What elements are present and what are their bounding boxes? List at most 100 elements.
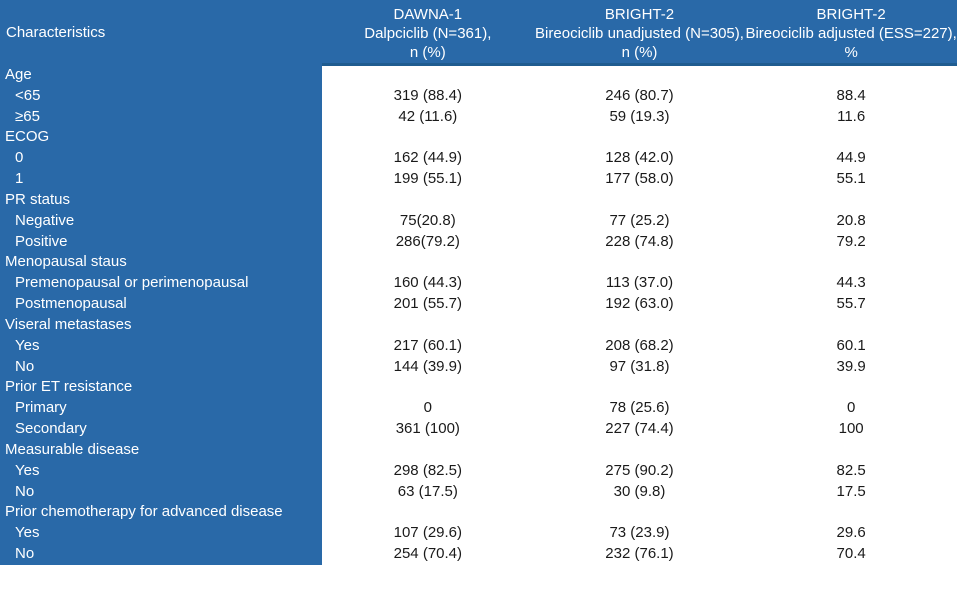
table-row: Positive 286(79.2) 228 (74.8) 79.2 [0, 231, 957, 253]
table-row: <65 319 (88.4) 246 (80.7) 88.4 [0, 85, 957, 107]
cell-bright2-unadjusted: 232 (76.1) [605, 545, 674, 563]
cell-bright2-adjusted: 39.9 [836, 357, 866, 375]
table-row: Measurable disease [0, 439, 957, 461]
cell-bright2-adjusted: 88.4 [836, 86, 866, 104]
row-category-label: PR status [0, 189, 322, 211]
cell-bright2-adjusted: 29.6 [836, 524, 866, 542]
cell-bright2-adjusted: 0 [846, 399, 856, 417]
cell-bright2-adjusted: 100 [838, 420, 864, 438]
row-label: Premenopausal or perimenopausal [0, 273, 322, 295]
cell-dawna1: 160 (44.3) [393, 274, 463, 292]
cell-bright2-adjusted: 17.5 [836, 482, 866, 500]
cell-bright2-unadjusted: 246 (80.7) [605, 86, 674, 104]
cell-bright2-adjusted: 82.5 [836, 461, 866, 479]
cell-bright2-unadjusted: 73 (23.9) [609, 524, 670, 542]
row-label: Yes [0, 335, 322, 357]
row-label: Negative [0, 210, 322, 232]
table-row: No 254 (70.4) 232 (76.1) 70.4 [0, 544, 957, 565]
header-characteristics-label: Characteristics [6, 24, 106, 41]
table-row: Negative 75(20.8) 77 (25.2) 20.8 [0, 210, 957, 232]
header-bright2-unadjusted-unit: n (%) [621, 44, 658, 61]
row-category-label: Prior ET resistance [0, 377, 322, 399]
cell-bright2-unadjusted: 228 (74.8) [605, 232, 674, 250]
cell-bright2-adjusted: 70.4 [836, 545, 866, 563]
table-row: Premenopausal or perimenopausal 160 (44.… [0, 273, 957, 295]
cell-bright2-unadjusted: 77 (25.2) [609, 211, 670, 229]
cell-bright2-unadjusted: 78 (25.6) [609, 399, 670, 417]
header-bright2-unadjusted-drug: Bireociclib unadjusted (N=305), [535, 25, 744, 42]
cell-bright2-adjusted: 79.2 [836, 232, 866, 250]
header-dawna1-trial: DAWNA-1 [393, 6, 463, 23]
cell-dawna1: 217 (60.1) [393, 336, 463, 354]
row-category-label: Viseral metastases [0, 314, 322, 336]
cell-bright2-unadjusted: 128 (42.0) [605, 149, 674, 167]
row-label: Postmenopausal [0, 294, 322, 315]
cell-dawna1: 63 (17.5) [397, 482, 458, 500]
row-label: Positive [0, 231, 322, 253]
row-label: 1 [0, 169, 322, 190]
cell-bright2-unadjusted: 192 (63.0) [605, 295, 674, 313]
table-row: Postmenopausal 201 (55.7) 192 (63.0) 55.… [0, 294, 957, 315]
table-row: No 63 (17.5) 30 (9.8) 17.5 [0, 481, 957, 503]
table-row: Yes 217 (60.1) 208 (68.2) 60.1 [0, 335, 957, 357]
cell-bright2-adjusted: 44.3 [836, 274, 866, 292]
table-row: Prior ET resistance [0, 377, 957, 399]
cell-bright2-unadjusted: 208 (68.2) [605, 336, 674, 354]
row-label: Secondary [0, 419, 322, 440]
header-bright2-unadjusted: BRIGHT-2 Bireociclib unadjusted (N=305),… [534, 0, 746, 65]
header-bright2-adjusted: BRIGHT-2 Bireociclib adjusted (ESS=227),… [745, 0, 957, 65]
cell-bright2-unadjusted: 177 (58.0) [605, 170, 674, 188]
cell-dawna1: 319 (88.4) [393, 86, 463, 104]
cell-bright2-unadjusted: 275 (90.2) [605, 461, 674, 479]
cell-dawna1: 107 (29.6) [393, 524, 463, 542]
cell-dawna1: 144 (39.9) [393, 357, 463, 375]
row-label: Yes [0, 523, 322, 545]
row-label: Yes [0, 460, 322, 482]
cell-dawna1: 0 [423, 399, 432, 417]
table-row: Age [0, 65, 957, 86]
row-label: 0 [0, 148, 322, 170]
table-body: Age <65 319 (88.4) 246 (80.7) 88.4 ≥65 4… [0, 65, 957, 565]
row-category-label: Menopausal staus [0, 252, 322, 274]
table-row: Yes 298 (82.5) 275 (90.2) 82.5 [0, 460, 957, 482]
header-bright2-unadjusted-trial: BRIGHT-2 [604, 6, 675, 23]
table-row: PR status [0, 189, 957, 211]
cell-bright2-adjusted: 55.7 [836, 295, 866, 313]
cell-bright2-unadjusted: 227 (74.4) [605, 420, 674, 438]
row-label: ≥65 [0, 106, 322, 128]
header-bright2-adjusted-trial: BRIGHT-2 [816, 6, 886, 23]
row-category-label: ECOG [0, 127, 322, 149]
table-row: 0 162 (44.9) 128 (42.0) 44.9 [0, 148, 957, 170]
table-row: ≥65 42 (11.6) 59 (19.3) 11.6 [0, 106, 957, 128]
row-label: No [0, 544, 322, 565]
table-row: Primary 0 78 (25.6) 0 [0, 398, 957, 420]
cell-dawna1: 286(79.2) [395, 232, 460, 250]
cell-dawna1: 42 (11.6) [398, 107, 458, 125]
row-label: No [0, 481, 322, 503]
row-label: <65 [0, 85, 322, 107]
cell-bright2-unadjusted: 59 (19.3) [609, 107, 670, 125]
header-dawna1: DAWNA-1 Dalpciclib (N=361), n (%) [322, 0, 534, 65]
table-row: ECOG [0, 127, 957, 149]
cell-dawna1: 162 (44.9) [393, 149, 463, 167]
cell-bright2-adjusted: 60.1 [836, 336, 866, 354]
table-row: Menopausal staus [0, 252, 957, 274]
cell-bright2-adjusted: 55.1 [836, 170, 866, 188]
cell-bright2-adjusted: 44.9 [836, 149, 866, 167]
header-bright2-adjusted-unit: % [844, 44, 858, 61]
table-row: Prior chemotherapy for advanced disease [0, 502, 957, 524]
cell-bright2-adjusted: 20.8 [836, 211, 866, 229]
row-category-label: Age [0, 65, 322, 86]
row-category-label: Prior chemotherapy for advanced disease [0, 502, 322, 524]
header-divider [322, 63, 957, 66]
cell-bright2-unadjusted: 30 (9.8) [613, 482, 666, 500]
cell-dawna1: 75(20.8) [399, 211, 456, 229]
row-label: Primary [0, 398, 322, 420]
header-characteristics: Characteristics [0, 0, 322, 65]
table-row: Yes 107 (29.6) 73 (23.9) 29.6 [0, 523, 957, 545]
cell-dawna1: 199 (55.1) [393, 170, 463, 188]
cell-bright2-unadjusted: 113 (37.0) [605, 274, 674, 292]
table-row: No 144 (39.9) 97 (31.8) 39.9 [0, 356, 957, 378]
cell-bright2-adjusted: 11.6 [837, 107, 866, 125]
